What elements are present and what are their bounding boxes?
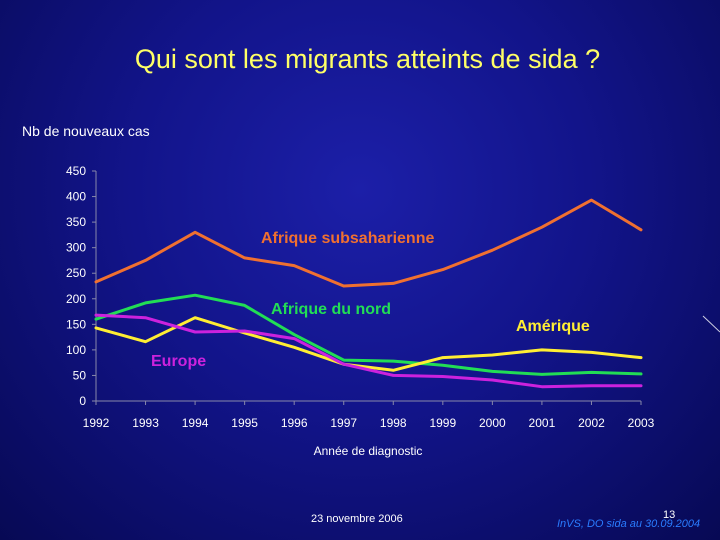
y-tick-label: 250 — [66, 266, 86, 280]
x-tick-label: 2003 — [628, 416, 655, 430]
series-line-afrique-subsaharienne — [94, 198, 643, 288]
y-tick-label: 100 — [66, 343, 86, 357]
series-line-afrique-du-nord — [94, 293, 643, 376]
slide-title: Qui sont les migrants atteints de sida ? — [134, 44, 601, 74]
x-tick-label: 1994 — [182, 416, 209, 430]
x-tick-label: 2001 — [529, 416, 556, 430]
series-label-afrique-subsaharienne: Afrique subsaharienne — [261, 230, 434, 247]
x-axis-label: Année de diagnostic — [314, 444, 423, 458]
series-label-europe: Europe — [151, 353, 206, 370]
x-tick-label: 1996 — [281, 416, 308, 430]
series-line-am-rique — [94, 316, 643, 372]
y-tick-label: 450 — [66, 164, 86, 178]
x-tick-label: 1999 — [429, 416, 456, 430]
series-label-am-rique: Amérique — [516, 318, 590, 335]
y-tick-label: 150 — [66, 317, 86, 331]
x-tick-label: 1993 — [132, 416, 159, 430]
y-tick-label: 400 — [66, 190, 86, 204]
footer-source: InVS, DO sida au 30.09.2004 — [557, 518, 701, 530]
x-tick-label: 1995 — [231, 416, 258, 430]
y-tick-label: 350 — [66, 215, 86, 229]
x-tick-label: 2000 — [479, 416, 506, 430]
x-tick-label: 1997 — [330, 416, 357, 430]
series-label-afrique-du-nord: Afrique du nord — [271, 301, 391, 318]
footer-page-number: 13 — [663, 509, 676, 521]
x-tick-label: 2002 — [578, 416, 605, 430]
y-tick-label: 0 — [79, 394, 86, 408]
series-line-europe — [94, 313, 643, 389]
y-tick-label: 50 — [73, 368, 87, 382]
x-tick-label: 1998 — [380, 416, 407, 430]
y-axis-caption: Nb de nouveaux cas — [22, 123, 150, 139]
y-tick-label: 300 — [66, 241, 86, 255]
footer-date: 23 novembre 2006 — [311, 513, 403, 525]
y-tick-label: 200 — [66, 292, 86, 306]
x-tick-label: 1992 — [83, 416, 110, 430]
